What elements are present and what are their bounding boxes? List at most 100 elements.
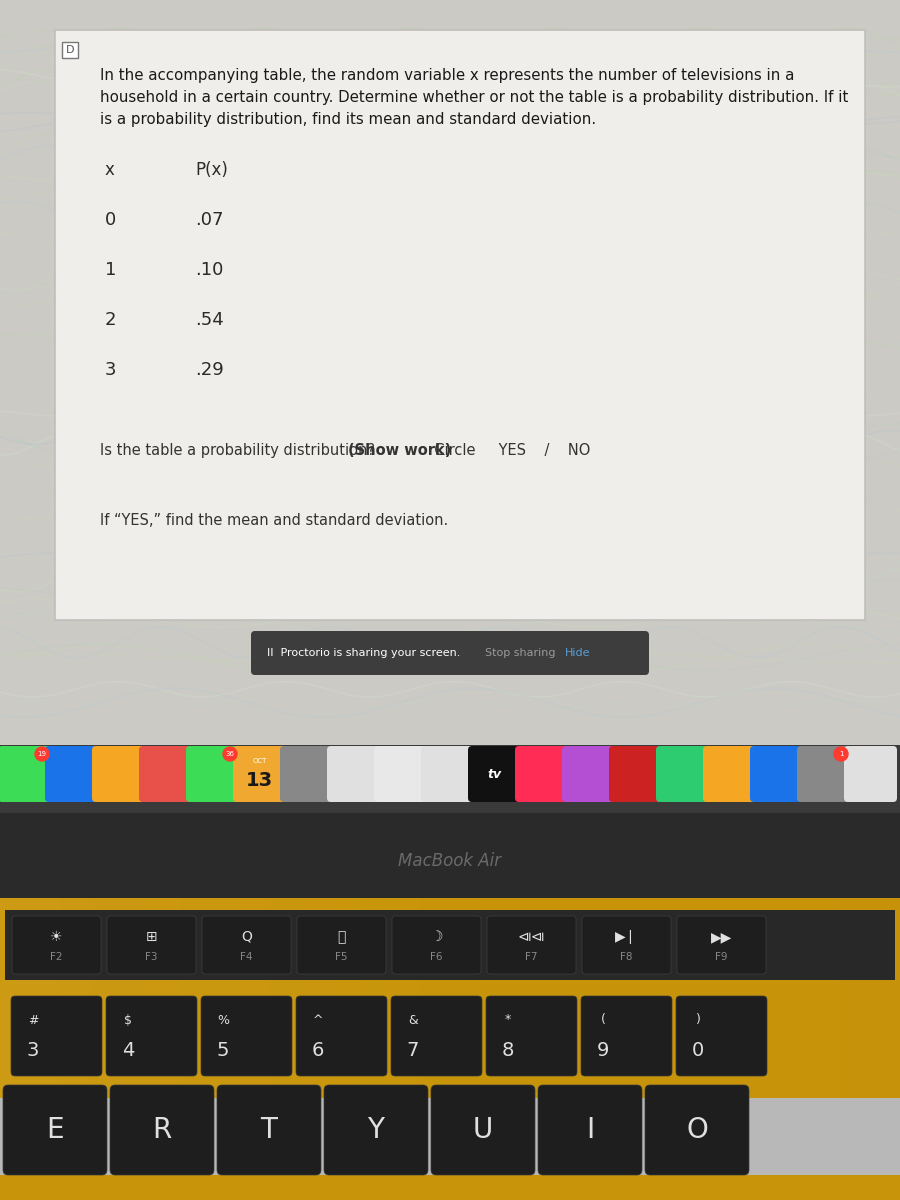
Text: F9: F9: [716, 952, 728, 962]
FancyBboxPatch shape: [92, 746, 145, 802]
Text: 0: 0: [105, 211, 116, 229]
FancyBboxPatch shape: [870, 898, 900, 1098]
Text: 8: 8: [502, 1040, 514, 1060]
FancyBboxPatch shape: [120, 898, 150, 1098]
FancyBboxPatch shape: [0, 745, 900, 814]
Text: *: *: [505, 1014, 511, 1026]
FancyBboxPatch shape: [233, 746, 286, 802]
FancyBboxPatch shape: [327, 746, 380, 802]
Text: II  Proctorio is sharing your screen.: II Proctorio is sharing your screen.: [267, 648, 461, 658]
FancyBboxPatch shape: [201, 996, 292, 1076]
Text: F2: F2: [50, 952, 63, 962]
FancyBboxPatch shape: [0, 0, 900, 745]
FancyBboxPatch shape: [538, 1085, 642, 1175]
Text: E: E: [46, 1116, 64, 1144]
Text: 3: 3: [27, 1040, 40, 1060]
Text: 0: 0: [692, 1040, 704, 1060]
FancyBboxPatch shape: [0, 746, 51, 802]
FancyBboxPatch shape: [656, 746, 709, 802]
FancyBboxPatch shape: [3, 1085, 107, 1175]
FancyBboxPatch shape: [217, 1085, 321, 1175]
FancyBboxPatch shape: [11, 996, 102, 1076]
Text: Stop sharing: Stop sharing: [485, 648, 555, 658]
FancyBboxPatch shape: [45, 746, 98, 802]
Text: 1: 1: [105, 260, 116, 278]
FancyBboxPatch shape: [296, 996, 387, 1076]
FancyBboxPatch shape: [107, 916, 196, 974]
Text: F7: F7: [526, 952, 538, 962]
Circle shape: [223, 746, 237, 761]
FancyBboxPatch shape: [810, 898, 840, 1098]
Text: F6: F6: [430, 952, 443, 962]
Text: O: O: [686, 1116, 708, 1144]
Text: I: I: [586, 1116, 594, 1144]
Text: household in a certain country. Determine whether or not the table is a probabil: household in a certain country. Determin…: [100, 90, 849, 104]
Text: ⑆: ⑆: [338, 930, 346, 944]
FancyBboxPatch shape: [468, 746, 521, 802]
Text: .29: .29: [195, 361, 224, 379]
Text: ☀: ☀: [50, 930, 63, 944]
FancyBboxPatch shape: [251, 631, 649, 674]
FancyBboxPatch shape: [12, 916, 101, 974]
Text: 5: 5: [217, 1040, 230, 1060]
Text: x: x: [105, 161, 115, 179]
FancyBboxPatch shape: [844, 746, 897, 802]
Text: Circle     YES    /    NO: Circle YES / NO: [425, 443, 590, 458]
Text: (: (: [600, 1014, 606, 1026]
FancyBboxPatch shape: [645, 1085, 749, 1175]
FancyBboxPatch shape: [0, 898, 30, 1098]
Text: R: R: [152, 1116, 172, 1144]
FancyBboxPatch shape: [487, 916, 576, 974]
Text: &: &: [408, 1014, 418, 1026]
Text: ⊞: ⊞: [146, 930, 158, 944]
FancyBboxPatch shape: [139, 746, 192, 802]
FancyBboxPatch shape: [0, 898, 900, 1098]
FancyBboxPatch shape: [515, 746, 568, 802]
Text: OCT: OCT: [252, 758, 266, 764]
FancyBboxPatch shape: [280, 746, 333, 802]
Text: In the accompanying table, the random variable x represents the number of televi: In the accompanying table, the random va…: [100, 68, 795, 83]
FancyBboxPatch shape: [55, 30, 865, 620]
Text: Is the table a probability distribution?: Is the table a probability distribution?: [100, 443, 380, 458]
Text: .10: .10: [195, 260, 223, 278]
Circle shape: [35, 746, 49, 761]
FancyBboxPatch shape: [421, 746, 474, 802]
FancyBboxPatch shape: [750, 898, 780, 1098]
Text: Q: Q: [241, 930, 252, 944]
FancyBboxPatch shape: [486, 996, 577, 1076]
Text: 4: 4: [122, 1040, 134, 1060]
FancyBboxPatch shape: [431, 1085, 535, 1175]
Text: ☽: ☽: [430, 930, 443, 944]
FancyBboxPatch shape: [840, 898, 870, 1098]
Text: is a probability distribution, find its mean and standard deviation.: is a probability distribution, find its …: [100, 112, 596, 127]
Text: 6: 6: [311, 1040, 324, 1060]
Text: $: $: [124, 1014, 132, 1026]
Text: ^: ^: [313, 1014, 323, 1026]
FancyBboxPatch shape: [780, 898, 810, 1098]
Text: tv: tv: [488, 768, 501, 780]
Text: .07: .07: [195, 211, 223, 229]
Text: %: %: [217, 1014, 229, 1026]
FancyBboxPatch shape: [90, 898, 120, 1098]
Text: MacBook Air: MacBook Air: [399, 852, 501, 870]
Text: #: #: [28, 1014, 38, 1026]
Text: T: T: [261, 1116, 277, 1144]
Text: 1: 1: [839, 751, 843, 757]
FancyBboxPatch shape: [582, 916, 671, 974]
Text: ⧏⧏: ⧏⧏: [518, 930, 545, 944]
Text: ▶▶: ▶▶: [711, 930, 732, 944]
Text: ): ): [696, 1014, 700, 1026]
FancyBboxPatch shape: [297, 916, 386, 974]
FancyBboxPatch shape: [106, 996, 197, 1076]
FancyBboxPatch shape: [374, 746, 427, 802]
FancyBboxPatch shape: [60, 898, 90, 1098]
Text: P(x): P(x): [195, 161, 228, 179]
Text: If “YES,” find the mean and standard deviation.: If “YES,” find the mean and standard dev…: [100, 514, 448, 528]
Text: F3: F3: [145, 952, 158, 962]
Text: 9: 9: [597, 1040, 609, 1060]
Text: D: D: [66, 44, 74, 55]
FancyBboxPatch shape: [30, 898, 60, 1098]
FancyBboxPatch shape: [581, 996, 672, 1076]
Text: .54: .54: [195, 311, 224, 329]
FancyBboxPatch shape: [5, 910, 895, 980]
